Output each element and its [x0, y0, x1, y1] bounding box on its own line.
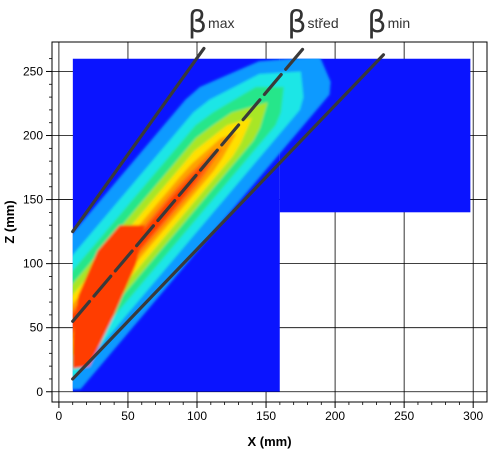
- y-tick-label: 150: [23, 193, 43, 207]
- y-tick-label: 200: [23, 129, 43, 143]
- x-tick-label: 250: [394, 409, 414, 423]
- beta-subscript: min: [388, 15, 411, 31]
- y-axis-title: Z (mm): [2, 200, 17, 243]
- contour-field: [72, 58, 471, 392]
- x-tick-label: 50: [121, 409, 135, 423]
- axis-ticks: 0 50 100 150 200 250 300 0 50 100 150 200 250: [23, 58, 484, 423]
- x-axis-title: X (mm): [247, 434, 291, 449]
- y-tick-label: 100: [23, 257, 43, 271]
- y-tick-label: 50: [30, 321, 44, 335]
- beta-symbol: β: [188, 5, 207, 40]
- x-tick-label: 200: [325, 409, 345, 423]
- beta-line-min: [71, 53, 386, 381]
- beta-lines: [71, 46, 386, 381]
- beta-subscript: střed: [307, 15, 338, 31]
- contour-core: [72, 225, 145, 369]
- beta-label-střed: βstřed: [287, 5, 338, 40]
- beta-line-max: [71, 46, 206, 234]
- beta-labels: βmax βstřed βmin: [188, 5, 410, 40]
- plot-frame: [51, 41, 488, 403]
- beta-line-střed: [71, 46, 305, 323]
- y-tick-label: 0: [36, 385, 43, 399]
- beta-label-max: βmax: [188, 5, 235, 40]
- beta-symbol: β: [367, 5, 386, 40]
- x-tick-label: 0: [56, 409, 63, 423]
- x-tick-label: 300: [463, 409, 483, 423]
- beta-subscript: max: [208, 15, 234, 31]
- x-tick-label: 150: [256, 409, 276, 423]
- x-tick-label: 100: [187, 409, 207, 423]
- beta-symbol: β: [287, 5, 306, 40]
- y-tick-label: 250: [23, 64, 43, 78]
- beta-label-min: βmin: [367, 5, 410, 40]
